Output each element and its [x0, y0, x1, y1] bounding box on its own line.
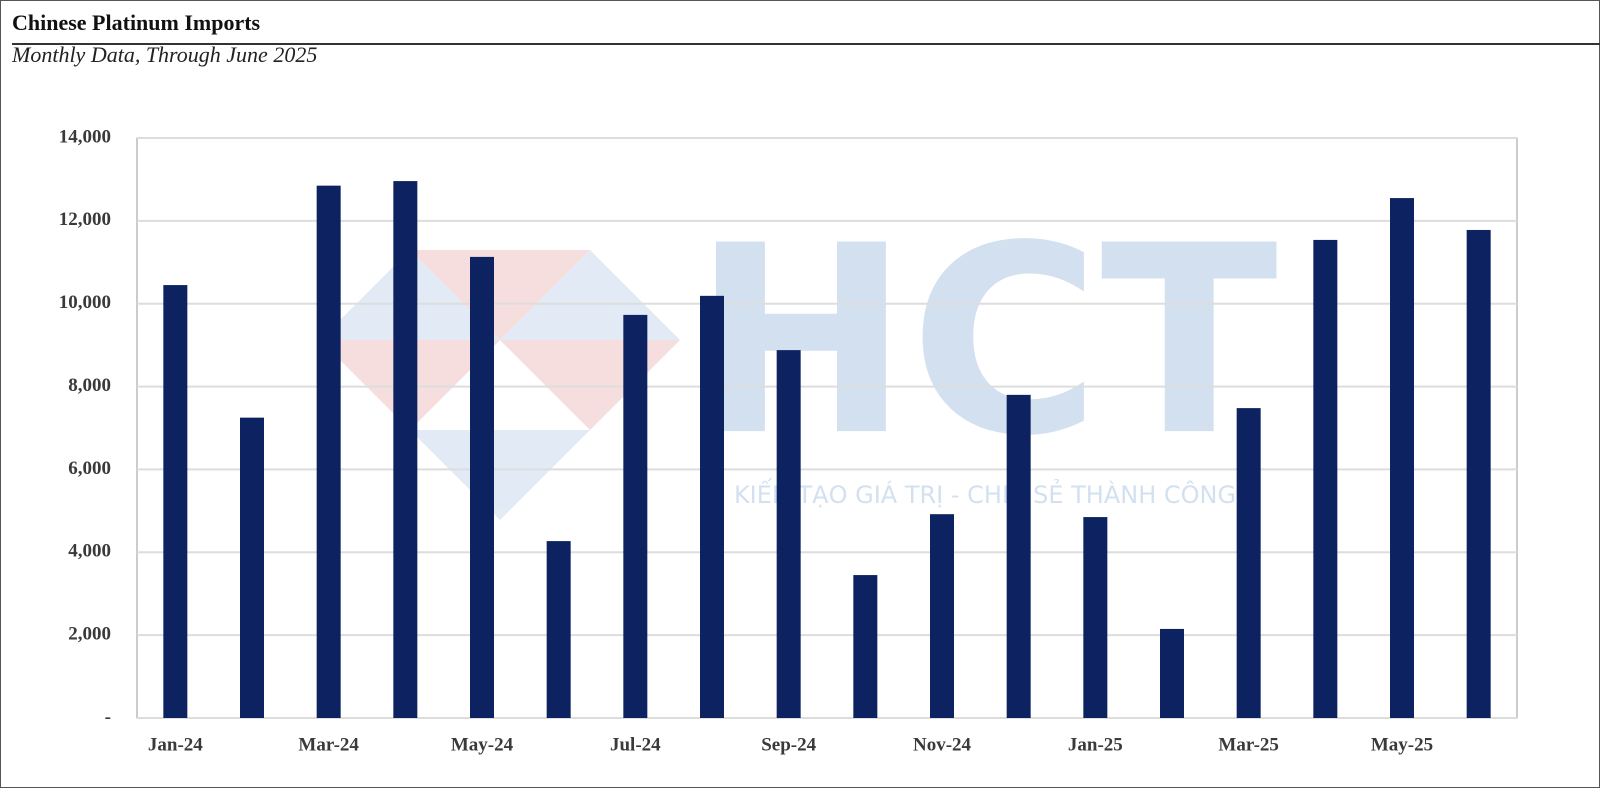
x-tick-label: May-24: [451, 734, 514, 755]
x-tick-label: Jan-25: [1068, 734, 1123, 755]
x-tick-label: Jan-24: [148, 734, 203, 755]
bar: [776, 350, 801, 718]
x-tick-label: Nov-24: [913, 734, 972, 755]
bar: [1006, 394, 1031, 718]
x-tick-label: Mar-24: [298, 734, 359, 755]
y-tick-label: -: [105, 706, 111, 727]
bar: [853, 575, 878, 718]
bar: [1466, 229, 1491, 718]
bar: [930, 514, 954, 718]
watermark-tagline: KIẾN TẠO GIÁ TRỊ - CHIA SẺ THÀNH CÔNG: [734, 477, 1236, 509]
bar: [623, 314, 648, 718]
bar: [1313, 239, 1338, 718]
x-tick-label: Sep-24: [761, 734, 816, 755]
bar: [240, 417, 264, 718]
bar: [316, 185, 341, 719]
bar: [1390, 198, 1414, 719]
y-tick-label: 2,000: [68, 624, 111, 645]
y-tick-label: 12,000: [59, 209, 111, 230]
bar: [700, 295, 724, 718]
bar: [1160, 628, 1184, 718]
x-tick-label: May-25: [1371, 734, 1433, 755]
x-tick-label: Jul-24: [610, 734, 661, 755]
y-tick-label: 14,000: [59, 126, 111, 147]
chart-title: Chinese Platinum Imports: [12, 10, 261, 35]
y-tick-label: 6,000: [68, 458, 111, 479]
bar: [1083, 517, 1108, 718]
bar: [546, 541, 571, 718]
y-tick-label: 10,000: [59, 292, 111, 313]
bar: [470, 256, 494, 718]
bar: [163, 285, 188, 718]
x-tick-label: Mar-25: [1218, 734, 1279, 755]
y-tick-label: 8,000: [68, 375, 111, 396]
y-tick-label: 4,000: [68, 541, 111, 562]
chart-subtitle: Monthly Data, Through June 2025: [11, 42, 317, 67]
bar: [393, 181, 418, 719]
bar: [1236, 408, 1261, 718]
